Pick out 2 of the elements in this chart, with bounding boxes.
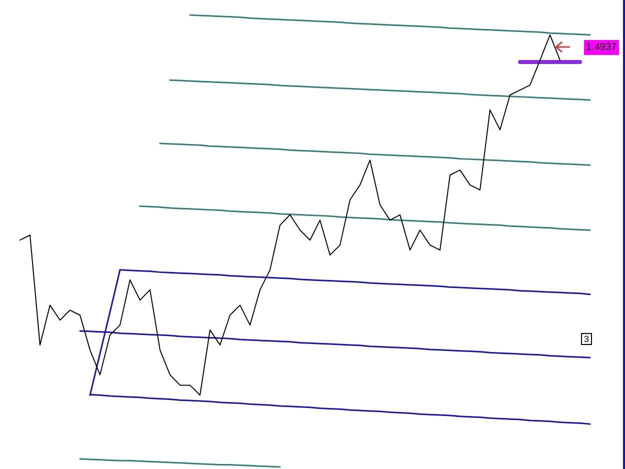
annotation: 1.4937 xyxy=(584,40,619,55)
annotation: 3 xyxy=(581,333,592,345)
